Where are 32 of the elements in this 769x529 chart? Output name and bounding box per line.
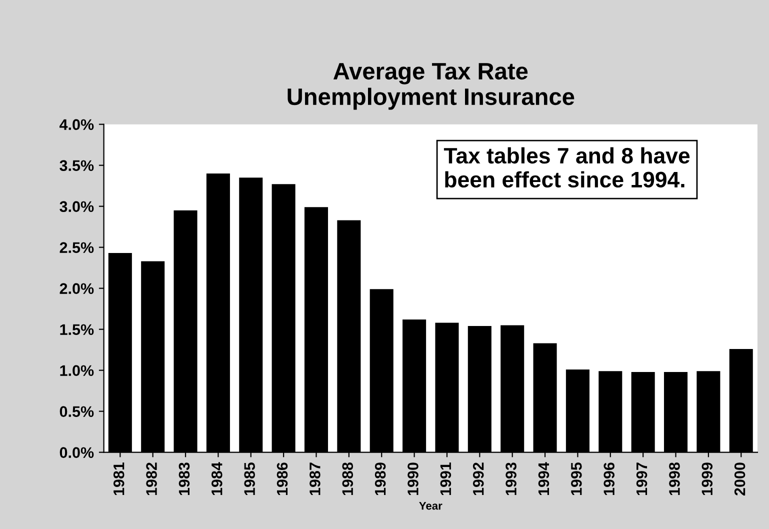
x-tick-label: 1997	[636, 462, 648, 496]
y-tick-label: 2.5%	[60, 242, 94, 253]
y-tick-label: 1.0%	[60, 365, 94, 376]
y-tick-label: 0.5%	[60, 406, 94, 417]
y-tick-label: 3.5%	[60, 160, 94, 172]
chart-title: Average Tax Rate Unemployment Insurance	[288, 63, 574, 110]
x-tick-label: 1983	[178, 462, 190, 496]
annotation: Tax tables 7 and 8 have been effect since 1994.	[444, 147, 690, 188]
x-tick-label: 1981	[113, 462, 124, 496]
x-tick-label: 1991	[440, 462, 452, 496]
x-tick-label: 1982	[146, 462, 157, 496]
x-tick-label: 1989	[374, 462, 386, 496]
x-tick-label: 1996	[604, 462, 614, 496]
x-tick-label: 1998	[669, 462, 680, 496]
y-tick-label: 1.5%	[60, 324, 94, 335]
x-tick-label: 1992	[472, 462, 484, 496]
x-axis-title: Year	[419, 502, 442, 510]
x-tick-label: 1984	[211, 462, 222, 496]
y-tick-label: 3.0%	[60, 201, 94, 212]
y-tick-label: 2.0%	[60, 283, 94, 294]
x-tick-label: 1987	[310, 462, 320, 496]
y-tick-label: 4.0%	[60, 119, 94, 130]
x-tick-label: 1999	[702, 462, 713, 496]
x-tick-label: 1988	[342, 462, 354, 496]
y-tick-label: 0.0%	[60, 447, 94, 458]
x-tick-label: 1985	[244, 462, 255, 496]
x-tick-label: 2000	[734, 462, 746, 496]
x-tick-label: 1986	[276, 462, 288, 496]
x-tick-label: 1994	[538, 462, 550, 496]
x-tick-label: 1990	[408, 462, 418, 496]
x-tick-label: 1995	[570, 462, 582, 496]
x-tick-label: 1993	[506, 462, 516, 496]
